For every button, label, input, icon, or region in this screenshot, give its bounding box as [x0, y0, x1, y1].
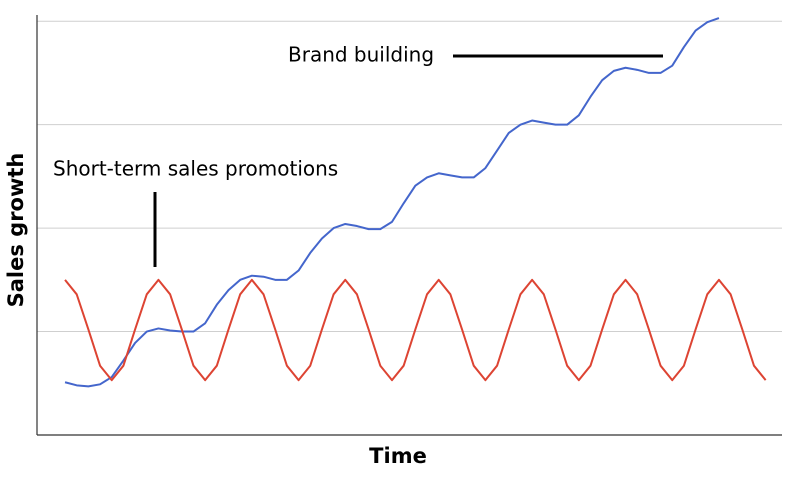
line-series	[64, 17, 720, 388]
annotation: Brand building	[288, 43, 434, 67]
line-series	[64, 278, 767, 382]
annotation: Short-term sales promotions	[53, 157, 338, 181]
x-axis-label: Time	[369, 444, 427, 468]
y-axis-label: Sales growth	[4, 153, 28, 308]
